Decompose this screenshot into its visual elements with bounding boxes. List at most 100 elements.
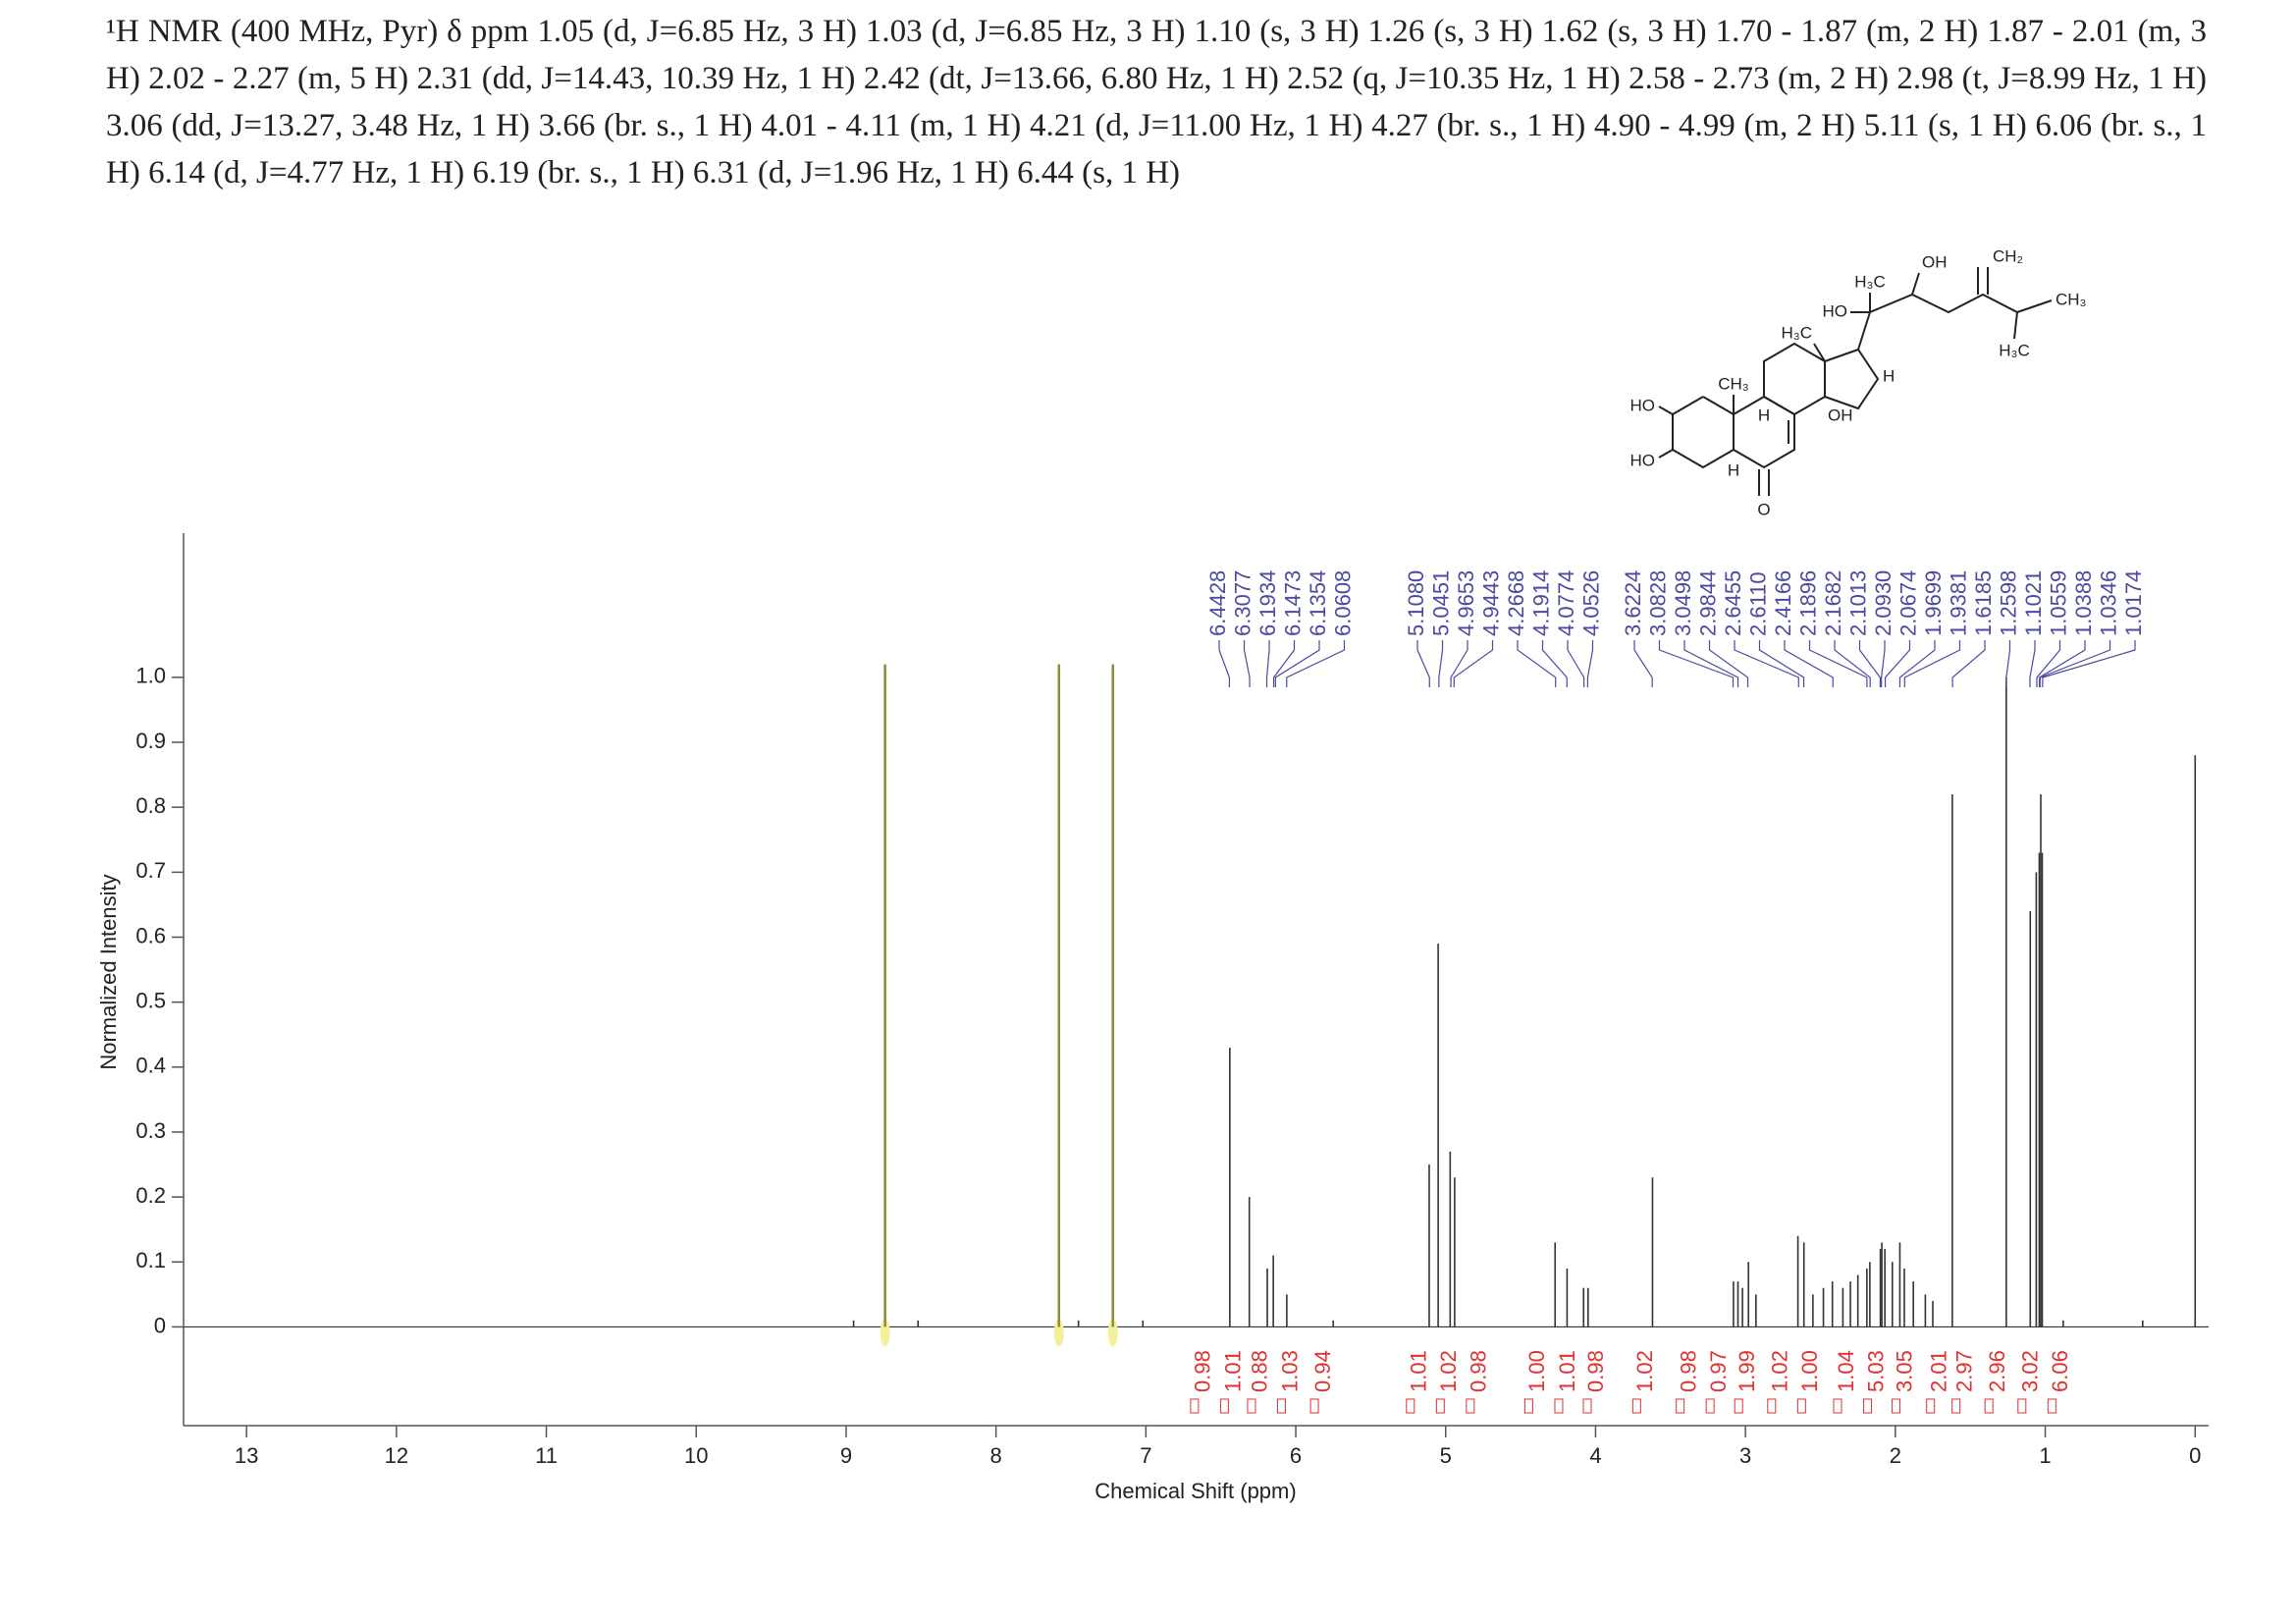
integral-label: 0.98: [1191, 1350, 1215, 1392]
peak-label: 2.4166: [1771, 570, 1795, 636]
peak-label: 4.9443: [1478, 570, 1503, 636]
peak-leader: [1286, 640, 1346, 687]
peak-label: 1.9699: [1921, 570, 1946, 636]
peak-leader: [1416, 640, 1430, 687]
peak-leader: [1633, 640, 1653, 687]
integral-label: 2.97: [1951, 1350, 1976, 1392]
integral-label: 1.01: [1220, 1350, 1245, 1392]
peak-leader: [1586, 640, 1594, 687]
integral-box: [1247, 1398, 1256, 1414]
atom-label: H: [1883, 366, 1895, 385]
integral-label: 0.94: [1310, 1350, 1335, 1392]
integral-box: [1582, 1398, 1592, 1414]
integral-box: [1734, 1398, 1743, 1414]
ring-c: [1763, 342, 1826, 415]
integral-label: 0.97: [1706, 1350, 1731, 1392]
integral-label: 0.88: [1248, 1350, 1272, 1392]
peak-leader: [1517, 640, 1557, 687]
peak-label: 4.2668: [1504, 570, 1528, 636]
x-tick-label: 10: [684, 1443, 708, 1468]
bond: [1813, 343, 1826, 362]
peak-leader: [1683, 640, 1739, 687]
bond: [1911, 272, 1920, 296]
integral-box: [1523, 1398, 1533, 1414]
atom-label: H₃C: [1999, 341, 2029, 359]
peak-label: 2.0674: [1896, 570, 1920, 636]
integral-label: 1.01: [1555, 1350, 1579, 1392]
peak-leader: [1218, 640, 1231, 687]
peak-leader: [1567, 640, 1585, 687]
peak-leader: [1884, 640, 1911, 687]
peak-leader: [1898, 640, 1936, 687]
peak-label: 2.0930: [1871, 570, 1896, 636]
peak-label: 2.1013: [1845, 570, 1870, 636]
peak-leader: [1541, 640, 1568, 687]
peak-leader: [1903, 640, 1961, 687]
peak-label: 1.9381: [1946, 570, 1970, 636]
structure: HO HO O H CH₃ H OH H₃C H H₃C HO OH CH₂ C…: [1630, 246, 2087, 518]
y-tick-label: 0.7: [135, 858, 166, 883]
bond: [1658, 449, 1674, 459]
atom-label: CH₂: [1993, 246, 2023, 265]
atom-label: H: [1758, 406, 1770, 424]
peak-label: 3.0498: [1671, 570, 1695, 636]
x-tick-label: 3: [1739, 1443, 1751, 1468]
peak-label: 1.0559: [2046, 570, 2070, 636]
integral-box: [1796, 1398, 1806, 1414]
peak-leader: [1834, 640, 1871, 687]
peak-leader: [1784, 640, 1834, 687]
peak-label: 2.1896: [1795, 570, 1820, 636]
integral-box: [1219, 1398, 1229, 1414]
peak-label: 1.2598: [1996, 570, 2020, 636]
atom-label: HO: [1630, 451, 1656, 469]
x-tick-label: 13: [235, 1443, 258, 1468]
y-tick-label: 0.8: [135, 793, 166, 818]
peak-leader: [2036, 640, 2061, 687]
x-tick-label: 0: [2189, 1443, 2201, 1468]
solvent-glow: [1107, 1319, 1118, 1347]
peak-label: 1.0174: [2121, 570, 2146, 636]
peak-leader: [1734, 640, 1799, 687]
peak-label: 5.0451: [1428, 570, 1453, 636]
y-tick-label: 0.2: [135, 1183, 166, 1208]
peak-label: 1.1021: [2021, 570, 2046, 636]
peak-label: 4.0526: [1578, 570, 1603, 636]
peak-leader: [2039, 640, 2111, 687]
integral-box: [1631, 1398, 1641, 1414]
integral-label: 6.06: [2048, 1350, 2072, 1392]
integral-box: [1863, 1398, 1873, 1414]
atom-label: H₃C: [1782, 323, 1812, 342]
peak-label: 2.1682: [1821, 570, 1845, 636]
peak-label: 2.6455: [1721, 570, 1745, 636]
peak-leader: [1265, 640, 1270, 687]
atom-label: H: [1728, 460, 1739, 479]
peak-label: 6.4428: [1205, 570, 1230, 636]
x-tick-label: 11: [535, 1443, 558, 1468]
integral-box: [1276, 1398, 1286, 1414]
peak-label: 2.9844: [1695, 570, 1720, 636]
integral-label: 0.98: [1583, 1350, 1608, 1392]
integral-label: 0.98: [1676, 1350, 1700, 1392]
bond: [2013, 311, 2018, 340]
atom-label: CH₃: [2056, 290, 2086, 308]
x-tick-label: 9: [840, 1443, 852, 1468]
peak-leader: [1274, 640, 1320, 687]
y-tick-label: 0.1: [135, 1248, 166, 1272]
y-tick-label: 0.5: [135, 988, 166, 1012]
peak-leader: [2005, 640, 2011, 687]
y-tick-label: 1.0: [135, 664, 166, 688]
integral-box: [1554, 1398, 1564, 1414]
peak-leader: [1243, 640, 1251, 687]
peak-leader: [1450, 640, 1468, 687]
peak-leader: [2042, 640, 2136, 687]
atom-label: OH: [1922, 252, 1948, 271]
integral-box: [1466, 1398, 1475, 1414]
integral-box: [1984, 1398, 1994, 1414]
integral-label: 5.03: [1863, 1350, 1888, 1392]
integral-box: [2047, 1398, 2056, 1414]
peak-leader: [1881, 640, 1886, 687]
peak-leader: [1438, 640, 1444, 687]
integral-box: [1676, 1398, 1685, 1414]
x-tick-label: 8: [990, 1443, 1002, 1468]
